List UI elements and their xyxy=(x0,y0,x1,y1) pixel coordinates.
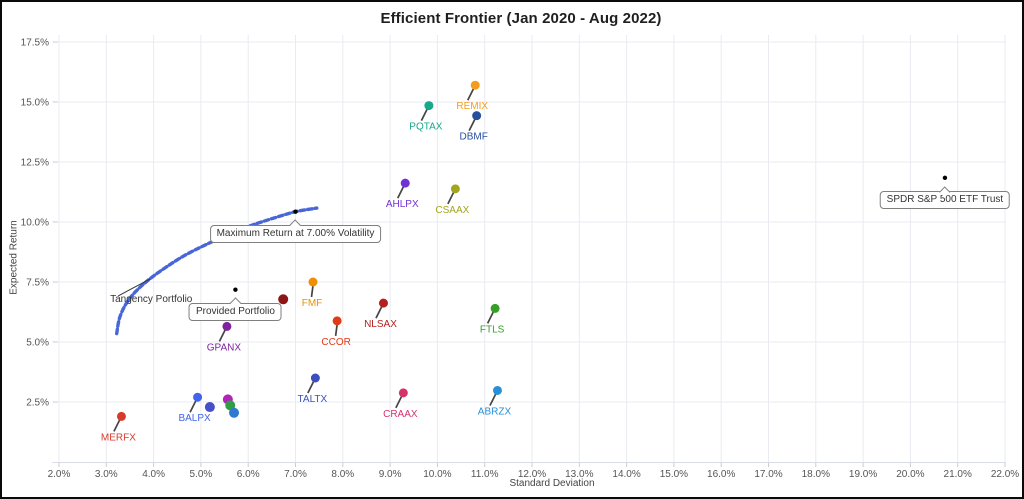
y-tick-label: 5.0% xyxy=(26,338,49,349)
y-axis-title: Expected Return xyxy=(8,220,20,295)
pin-tail xyxy=(489,393,497,406)
x-tick-label: 4.0% xyxy=(142,469,165,480)
x-tick-label: 8.0% xyxy=(331,469,354,480)
x-tick-label: 22.0% xyxy=(991,469,1019,480)
pin-tail xyxy=(420,108,429,121)
x-tick-label: 18.0% xyxy=(802,469,830,480)
pin-tail xyxy=(486,311,495,324)
marker-spdr[interactable] xyxy=(942,175,948,181)
label-MERFX: MERFX xyxy=(101,432,136,443)
label-BALPX: BALPX xyxy=(178,413,211,424)
annotation-box-provided-portfolio: Provided Portfolio xyxy=(188,297,282,321)
point-MERFX[interactable] xyxy=(116,411,126,421)
pin-tail xyxy=(307,380,315,394)
pin-tail xyxy=(396,185,405,199)
pin-tail xyxy=(447,191,455,205)
point-FTLS[interactable] xyxy=(490,303,500,313)
x-tick-label: 3.0% xyxy=(95,469,118,480)
label-PQTAX: PQTAX xyxy=(409,122,442,133)
x-tick-label: 14.0% xyxy=(612,469,640,480)
point-REMIX[interactable] xyxy=(470,80,480,90)
y-tick-label: 15.0% xyxy=(21,98,49,109)
point-GPANX[interactable] xyxy=(222,321,232,331)
x-tick-label: 19.0% xyxy=(849,469,877,480)
pin-tail xyxy=(395,395,403,409)
label-ABRZX: ABRZX xyxy=(478,406,512,417)
x-tick-label: 17.0% xyxy=(754,469,782,480)
pin-tail xyxy=(334,324,338,336)
point-ABRZX[interactable] xyxy=(492,385,502,395)
x-tick-label: 16.0% xyxy=(707,469,735,480)
annotation-text: SPDR S&P 500 ETF Trust xyxy=(886,193,1004,205)
annotation-text: Maximum Return at 7.00% Volatility xyxy=(216,227,375,239)
label-AHLPX: AHLPX xyxy=(386,199,419,210)
annotation-text: Provided Portfolio xyxy=(195,305,275,317)
pin-tail xyxy=(218,329,227,342)
efficient-frontier-curve xyxy=(115,206,319,336)
y-tick-label: 17.5% xyxy=(21,38,49,49)
x-axis-title: Standard Deviation xyxy=(509,478,595,489)
label-GPANX: GPANX xyxy=(207,342,242,353)
label-FTLS: FTLS xyxy=(480,324,505,335)
point-AHLPX[interactable] xyxy=(400,178,410,188)
point-CSAAX[interactable] xyxy=(450,184,460,194)
pin-tail xyxy=(189,399,197,413)
pin-tail xyxy=(113,419,121,432)
pin-tail xyxy=(375,305,383,319)
marker-provided-portfolio[interactable] xyxy=(233,287,238,292)
x-tick-label: 13.0% xyxy=(565,469,593,480)
x-tick-label: 20.0% xyxy=(896,469,924,480)
x-tick-label: 21.0% xyxy=(944,469,972,480)
pin-tail xyxy=(468,118,476,132)
label-DBMF: DBMF xyxy=(459,132,487,143)
annotation-tangency-portfolio: Tangency Portfolio xyxy=(110,294,193,306)
point-FMF[interactable] xyxy=(308,277,318,287)
point-PQTAX[interactable] xyxy=(424,101,434,111)
x-tick-label: 11.0% xyxy=(471,469,499,480)
point-CCOR[interactable] xyxy=(332,316,342,326)
x-tick-label: 10.0% xyxy=(423,469,451,480)
x-tick-label: 6.0% xyxy=(237,469,260,480)
point-CRAAX[interactable] xyxy=(398,388,408,398)
x-tick-label: 12.0% xyxy=(518,469,546,480)
pin-tail xyxy=(466,87,475,101)
scatter-point[interactable] xyxy=(204,402,215,413)
label-CRAAX: CRAAX xyxy=(383,409,418,420)
point-TALTX[interactable] xyxy=(310,373,320,383)
annotation-box-max-return: Maximum Return at 7.00% Volatility xyxy=(209,219,382,243)
label-TALTX: TALTX xyxy=(298,394,328,405)
x-tick-label: 2.0% xyxy=(48,469,71,480)
label-NLSAX: NLSAX xyxy=(364,319,397,330)
point-NLSAX[interactable] xyxy=(378,298,388,308)
label-FMF: FMF xyxy=(302,298,323,309)
label-CSAAX: CSAAX xyxy=(435,205,469,216)
label-REMIX: REMIX xyxy=(456,101,488,112)
chart-title: Efficient Frontier (Jan 2020 - Aug 2022) xyxy=(380,10,662,27)
y-tick-label: 10.0% xyxy=(21,218,49,229)
y-tick-label: 7.5% xyxy=(26,278,49,289)
x-tick-label: 9.0% xyxy=(379,469,402,480)
x-tick-label: 5.0% xyxy=(190,469,213,480)
y-tick-label: 2.5% xyxy=(26,398,49,409)
pin-tail xyxy=(310,285,314,298)
scatter-point[interactable] xyxy=(225,400,236,411)
x-tick-label: 15.0% xyxy=(660,469,688,480)
x-tick-label: 7.0% xyxy=(284,469,307,480)
y-tick-label: 12.5% xyxy=(21,158,49,169)
point-BALPX[interactable] xyxy=(193,392,203,402)
tangency-leader-line xyxy=(118,278,151,297)
label-CCOR: CCOR xyxy=(321,337,350,348)
marker-max-return[interactable] xyxy=(293,209,298,214)
scatter-point[interactable] xyxy=(229,407,240,418)
point-DBMF[interactable] xyxy=(472,111,482,121)
annotation-box-spdr-sp500: SPDR S&P 500 ETF Trust xyxy=(879,185,1011,209)
scatter-point[interactable] xyxy=(278,294,289,305)
